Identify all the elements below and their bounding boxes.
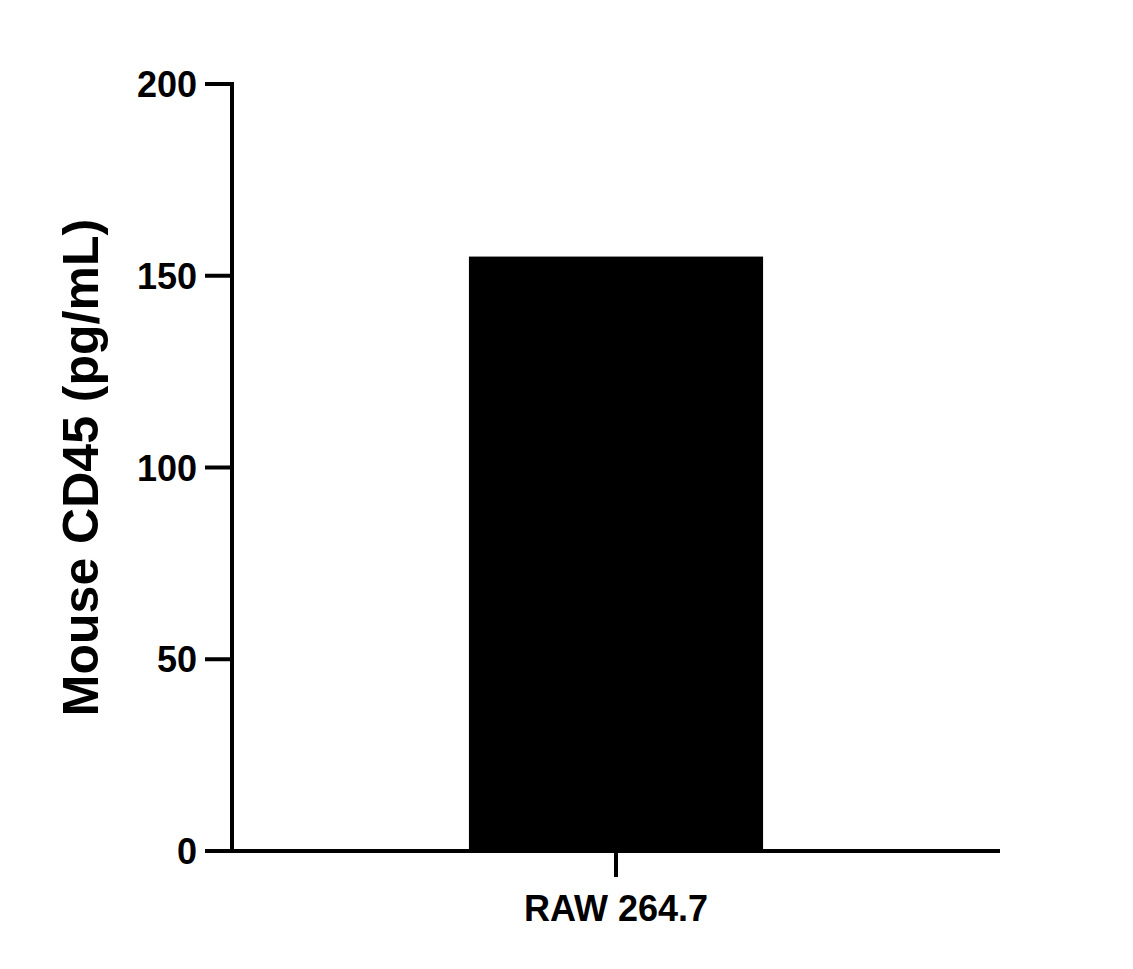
y-tick-label: 200 <box>137 64 197 105</box>
x-tick <box>614 851 618 877</box>
y-tick <box>205 274 232 278</box>
y-tick-label: 50 <box>157 639 197 680</box>
y-axis-label: Mouse CD45 (pg/mL) <box>53 219 109 716</box>
y-tick-label: 100 <box>137 448 197 489</box>
x-tick-label: RAW 264.7 <box>524 888 708 929</box>
bar <box>469 257 763 851</box>
bars <box>469 257 763 851</box>
y-tick <box>205 82 232 86</box>
y-tick <box>205 657 232 661</box>
y-tick-label: 150 <box>137 256 197 297</box>
y-tick <box>205 466 232 470</box>
y-tick <box>205 849 232 853</box>
chart-svg: 0 50 100 150 200 RAW 264.7 Mouse CD45 (pg/mL) <box>0 0 1133 969</box>
y-tick-label: 0 <box>177 831 197 872</box>
chart-container: 0 50 100 150 200 RAW 264.7 Mouse CD45 (pg/mL) <box>0 0 1133 969</box>
